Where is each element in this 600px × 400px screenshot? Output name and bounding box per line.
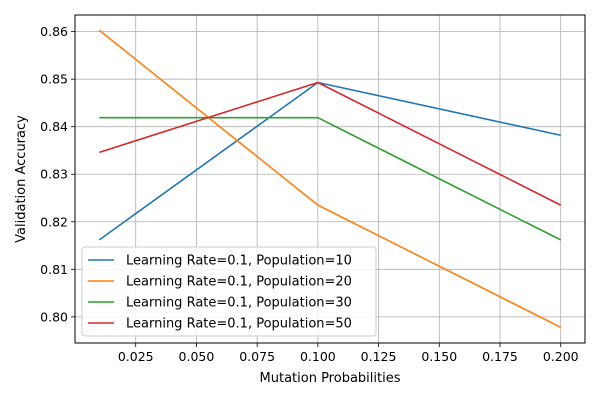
x-tick-label: 0.150 bbox=[421, 349, 457, 364]
x-tick-label: 0.025 bbox=[118, 349, 154, 364]
legend-box bbox=[81, 246, 377, 337]
axis-ticks: 0.025 0.050 0.075 0.100 0.125 0.150 0.175 0.200… bbox=[40, 24, 578, 364]
y-tick-label: 0.80 bbox=[40, 309, 68, 324]
y-tick-label: 0.81 bbox=[40, 262, 68, 277]
y-axis-label: Validation Accuracy bbox=[14, 115, 29, 243]
x-tick-label: 0.050 bbox=[179, 349, 215, 364]
legend-label-2: Learning Rate=0.1, Population=20 bbox=[126, 275, 352, 290]
series-line-3 bbox=[99, 116, 562, 241]
plot-frame bbox=[74, 14, 586, 344]
y-tick-label: 0.83 bbox=[40, 167, 68, 182]
x-tick-label: 0.200 bbox=[543, 349, 579, 364]
series-lines bbox=[98, 29, 562, 329]
x-tick-label: 0.075 bbox=[239, 349, 275, 364]
series-line-4 bbox=[99, 81, 562, 206]
y-tick-label: 0.85 bbox=[40, 72, 68, 87]
legend-label-1: Learning Rate=0.1, Population=10 bbox=[126, 254, 352, 269]
series-line-2 bbox=[98, 29, 562, 329]
x-tick-label: 0.125 bbox=[361, 349, 397, 364]
legend: Learning Rate=0.1, Population=10 Learning… bbox=[81, 246, 377, 337]
x-tick-label: 0.175 bbox=[482, 349, 518, 364]
x-axis-label: Mutation Probabilities bbox=[260, 371, 401, 386]
series-line-1 bbox=[98, 81, 561, 241]
x-tick-label: 0.100 bbox=[300, 349, 336, 364]
y-tick-label: 0.82 bbox=[40, 214, 68, 229]
y-tick-label: 0.86 bbox=[40, 24, 68, 39]
legend-label-4: Learning Rate=0.1, Population=50 bbox=[126, 317, 352, 332]
legend-label-3: Learning Rate=0.1, Population=30 bbox=[126, 296, 352, 311]
y-tick-label: 0.84 bbox=[40, 119, 68, 134]
